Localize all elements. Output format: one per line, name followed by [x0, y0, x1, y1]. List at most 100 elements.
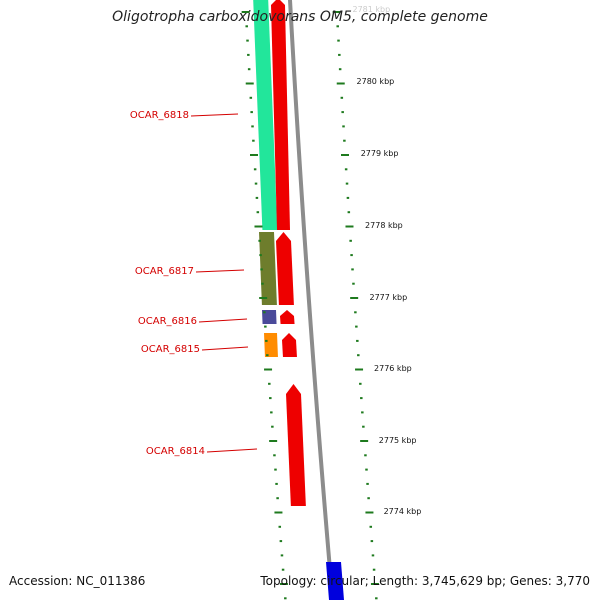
tick-mark — [352, 282, 355, 285]
tick-mark — [366, 482, 369, 485]
tick-mark — [332, 11, 341, 13]
scale-label: 2779 kbp — [361, 149, 399, 158]
tick-mark — [278, 525, 282, 528]
tick-mark — [342, 125, 345, 128]
tick-mark — [370, 583, 379, 585]
cds-arrow-6816[interactable] — [280, 310, 295, 324]
leader-line — [201, 346, 249, 351]
tick-mark — [356, 339, 359, 342]
tick-mark — [362, 425, 365, 428]
tick-mark — [276, 497, 279, 500]
tick-mark — [263, 311, 266, 314]
scale-label: 2776 kbp — [374, 364, 412, 373]
tick-mark — [274, 468, 277, 471]
tick-mark — [281, 568, 285, 571]
tick-mark — [343, 139, 346, 142]
tick-mark — [249, 96, 253, 99]
scale-label: 2775 kbp — [379, 436, 417, 445]
tick-mark — [241, 11, 250, 13]
gene-label-6818[interactable]: OCAR_6818 — [130, 110, 189, 121]
gene-bar-6817[interactable] — [259, 232, 277, 305]
tick-mark — [247, 53, 250, 56]
tick-mark — [360, 440, 369, 442]
tick-mark — [264, 368, 273, 371]
scale-label: 2777 kbp — [370, 293, 408, 302]
cds-arrow-blue[interactable] — [326, 562, 344, 600]
leader-line — [206, 448, 258, 453]
tick-mark — [337, 39, 340, 42]
scale-label: 2774 kbp — [384, 507, 422, 516]
tick-mark — [250, 111, 253, 114]
tick-mark — [367, 497, 370, 500]
tick-mark — [280, 554, 284, 557]
cds-track — [271, 0, 344, 600]
gene-label-6814[interactable]: OCAR_6814 — [146, 446, 205, 457]
tick-mark — [355, 368, 364, 371]
tick-mark — [270, 411, 273, 414]
gene-label-6815[interactable]: OCAR_6815 — [141, 344, 200, 355]
tick-mark — [361, 411, 364, 414]
tick-mark — [247, 68, 251, 71]
tick-mark — [345, 225, 354, 228]
tick-mark — [364, 454, 367, 457]
tick-mark — [349, 239, 352, 242]
tick-mark — [350, 254, 353, 257]
tick-mark — [365, 511, 374, 514]
tick-mark — [266, 354, 269, 357]
tick-mark — [275, 482, 278, 485]
tick-mark — [260, 268, 263, 271]
gene-bar-6815[interactable] — [264, 333, 278, 357]
tick-mark — [347, 211, 351, 214]
gene-label-6816[interactable]: OCAR_6816 — [138, 316, 197, 327]
tick-mark — [268, 382, 271, 385]
tick-mark — [245, 82, 254, 85]
tick-mark — [345, 182, 349, 185]
tick-mark — [250, 154, 259, 156]
topology-text: Topology: circular; Length: 3,745,629 bp… — [260, 574, 590, 588]
tick-mark — [341, 154, 350, 156]
tick-mark — [351, 268, 354, 271]
cds-arrow-6815[interactable] — [282, 333, 297, 357]
right-tick-track — [332, 11, 379, 600]
tick-mark — [253, 168, 257, 171]
scale-label: 2778 kbp — [365, 221, 403, 230]
leader-line — [198, 318, 248, 323]
tick-mark — [375, 597, 378, 600]
tick-mark — [365, 468, 368, 471]
tick-mark — [369, 525, 373, 528]
tick-mark — [338, 68, 342, 71]
tick-mark — [284, 597, 287, 600]
tick-mark — [254, 182, 258, 185]
map-title: Oligotropha carboxidovorans OM5, complet… — [112, 9, 488, 25]
leader-line — [190, 113, 239, 117]
tick-mark — [246, 39, 249, 42]
gene-track — [253, 0, 278, 357]
tick-mark — [274, 511, 283, 514]
scale-label: 2781 kbp — [352, 5, 390, 14]
scale-label: 2780 kbp — [357, 77, 395, 86]
tick-mark — [271, 425, 274, 428]
left-tick-track — [241, 11, 288, 600]
tick-mark — [255, 196, 259, 199]
tick-mark — [350, 297, 359, 299]
gene-label-6817[interactable]: OCAR_6817 — [135, 266, 194, 277]
tick-mark — [256, 211, 260, 214]
tick-mark — [259, 297, 268, 299]
tick-mark — [265, 339, 268, 342]
tick-mark — [279, 540, 283, 543]
cds-arrow-6817[interactable] — [276, 232, 294, 305]
tick-mark — [371, 554, 375, 557]
tick-mark — [336, 25, 339, 28]
gene-bar-6818[interactable] — [253, 0, 278, 230]
cds-arrow-6814[interactable] — [286, 384, 306, 506]
gene-bar-6816[interactable] — [262, 310, 277, 324]
leader-line — [195, 269, 245, 273]
tick-mark — [279, 583, 288, 585]
tick-mark — [354, 311, 357, 314]
tick-mark — [360, 397, 363, 400]
tick-mark — [370, 540, 374, 543]
tick-mark — [359, 382, 362, 385]
cds-arrow-6818[interactable] — [271, 0, 290, 230]
